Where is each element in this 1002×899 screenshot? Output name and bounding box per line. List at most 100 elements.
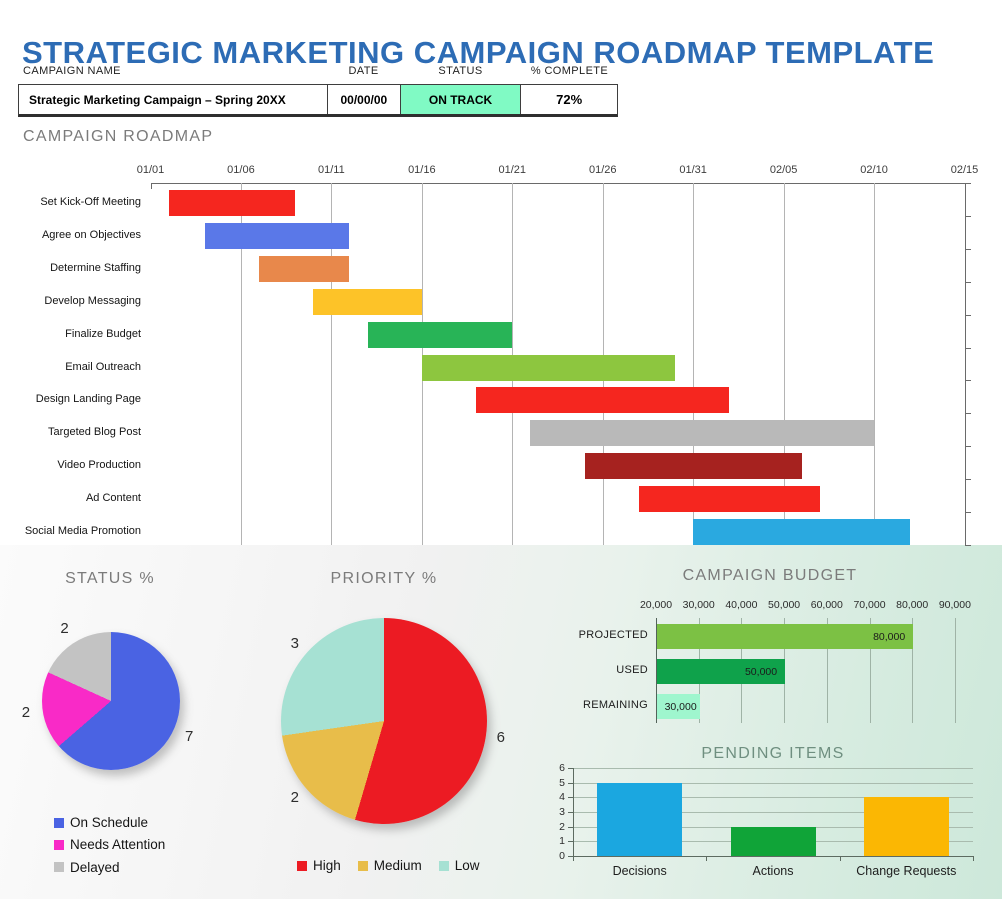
gantt-right-axis-line (964, 183, 966, 545)
pending-category-label: Change Requests (856, 864, 957, 878)
pending-gridline (573, 812, 973, 813)
pie-value-label: 3 (290, 634, 299, 652)
gantt-right-axis-tick (964, 183, 971, 184)
pending-xtick (839, 856, 841, 861)
legend-swatch (54, 839, 64, 850)
legend-item: Delayed (54, 860, 120, 875)
status-pie-heading: STATUS % (65, 570, 155, 587)
gantt-top-axis-line (150, 183, 966, 184)
budget-category-label: PROJECTED (578, 629, 648, 641)
gantt-gridline (874, 183, 876, 545)
legend-row: High Medium Low (297, 858, 480, 873)
budget-gridline (869, 618, 871, 723)
gantt-task-label: Targeted Blog Post (48, 426, 141, 439)
pending-ytick-label: 6 (559, 762, 565, 774)
budget-axis-label: 80,000 (896, 599, 929, 611)
legend-item: Needs Attention (54, 837, 165, 852)
pending-bar (863, 797, 949, 856)
legend-swatch (438, 860, 449, 871)
pending-gridline (573, 797, 973, 799)
gantt-right-axis-tick (964, 281, 971, 283)
gantt-axis-date-label: 01/21 (498, 164, 527, 176)
pending-category-label: Actions (752, 864, 794, 878)
gantt-task-label: Develop Messaging (44, 294, 141, 307)
pending-xtick (573, 856, 574, 861)
pending-bar (597, 782, 683, 856)
status-cell[interactable]: ON TRACK (399, 85, 521, 114)
pending-ytick-label: 0 (559, 850, 565, 862)
pending-chart-heading: PENDING ITEMS (701, 745, 845, 762)
legend-label: Low (454, 858, 480, 873)
budget-value-label: 80,000 (873, 630, 906, 643)
budget-axis-label: 90,000 (938, 599, 971, 611)
pie-value-label: 6 (496, 728, 505, 746)
gantt-bar (259, 255, 350, 282)
budget-gridline (912, 618, 914, 723)
pending-y-axis-line (573, 768, 574, 856)
gantt-gridline (331, 183, 333, 545)
gantt-bar (584, 453, 802, 480)
priority-pie-heading: PRIORITY % (330, 570, 438, 587)
percent-complete-cell[interactable]: 72% (520, 85, 617, 114)
legend-label: On Schedule (70, 815, 149, 830)
gantt-bar (693, 519, 911, 546)
budget-axis-label: 60,000 (810, 599, 843, 611)
roadmap-heading: CAMPAIGN ROADMAP (23, 128, 214, 145)
legend-swatch (297, 860, 307, 871)
gantt-bar (168, 190, 296, 216)
gantt-right-axis-tick (964, 479, 971, 481)
gantt-bar (313, 288, 422, 315)
budget-value-label: 50,000 (744, 665, 778, 678)
budget-value-label: 30,000 (664, 700, 697, 713)
pie-value-label: 7 (185, 727, 194, 745)
gantt-right-axis-tick (964, 446, 971, 448)
gantt-task-label: Ad Content (85, 492, 141, 505)
gantt-axis-date-label: 01/06 (227, 164, 255, 176)
gantt-axis-date-label: 02/10 (860, 164, 888, 176)
header-percent-complete: % COMPLETE (530, 65, 609, 77)
budget-category-label: REMAINING (582, 699, 648, 711)
legend-label: Delayed (70, 859, 120, 875)
gantt-task-label: Video Production (57, 459, 141, 472)
gantt-bar (204, 222, 350, 249)
legend-item: High (297, 858, 341, 873)
gantt-right-axis-tick (964, 215, 971, 217)
gantt-task-label: Social Media Promotion (24, 525, 141, 538)
budget-axis-label: 70,000 (853, 599, 886, 611)
campaign-info-row: Strategic Marketing Campaign – Spring 20… (18, 84, 618, 117)
gantt-bar (638, 486, 820, 513)
pending-gridline (573, 768, 973, 769)
pie-value-label: 2 (21, 704, 31, 722)
header-campaign-name: CAMPAIGN NAME (23, 65, 121, 77)
legend-label: High (313, 858, 341, 873)
legend-label: Needs Attention (70, 837, 166, 853)
budget-bar: 50,000 (657, 659, 786, 684)
pending-ytick-label: 4 (559, 791, 565, 804)
gantt-right-axis-tick (964, 545, 971, 546)
gantt-axis-date-label: 01/11 (318, 164, 345, 176)
gantt-axis-date-label: 02/15 (950, 164, 979, 176)
gantt-right-axis-tick (964, 314, 971, 316)
gantt-axis-date-label: 01/31 (679, 164, 707, 176)
pending-category-label: Decisions (612, 864, 667, 878)
pending-xtick (706, 856, 708, 861)
budget-axis-label: 40,000 (725, 599, 758, 611)
gantt-task-label: Design Landing Page (35, 393, 141, 406)
legend-swatch (357, 860, 368, 871)
gantt-task-label: Determine Staffing (50, 261, 141, 274)
budget-gridline (826, 618, 828, 723)
pending-xtick (973, 856, 974, 861)
campaign-name-cell[interactable]: Strategic Marketing Campaign – Spring 20… (29, 92, 286, 107)
date-cell[interactable]: 00/00/00 (326, 85, 400, 114)
legend-swatch (54, 862, 64, 873)
budget-y-axis-line (656, 618, 657, 723)
header-status: STATUS (438, 65, 483, 77)
pending-bar (730, 826, 816, 856)
pending-ytick-label: 5 (559, 776, 565, 789)
pie-priority (281, 618, 487, 824)
pending-ytick (568, 856, 573, 857)
gantt-right-axis-tick (964, 380, 971, 382)
budget-bar: 80,000 (657, 624, 914, 649)
gantt-task-label: Set Kick-Off Meeting (40, 196, 141, 208)
gantt-right-axis-tick (964, 413, 971, 415)
